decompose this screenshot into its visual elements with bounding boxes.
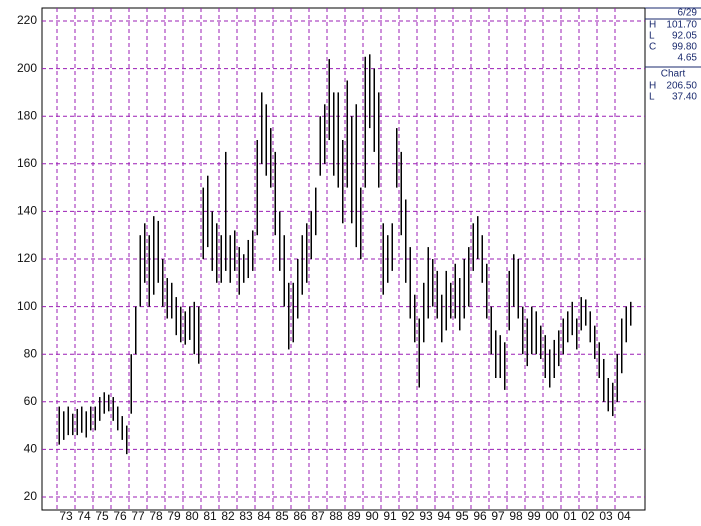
- y-tick-label: 40: [24, 442, 38, 456]
- x-tick-label: 77: [131, 509, 145, 523]
- info-panel: 6/29 Chart H 101.70 L 92.05 C 99.804.65 H 206.5…: [645, 7, 701, 103]
- x-tick-label: 92: [401, 509, 415, 523]
- x-tick-label: 87: [311, 509, 325, 523]
- x-tick-label: 89: [347, 509, 361, 523]
- x-tick-label: 00: [545, 509, 559, 523]
- x-tick-label: 94: [437, 509, 451, 523]
- x-tick-label: 73: [59, 509, 73, 523]
- y-tick-label: 20: [24, 489, 38, 503]
- x-tick-label: 79: [167, 509, 181, 523]
- panel-label: H: [649, 81, 656, 92]
- y-tick-label: 180: [17, 108, 37, 122]
- x-tick-label: 84: [257, 509, 271, 523]
- y-tick-label: 120: [17, 251, 37, 265]
- y-tick-label: 220: [17, 13, 37, 27]
- panel-label: H: [649, 20, 656, 31]
- x-tick-label: 03: [599, 509, 613, 523]
- x-tick-label: 96: [473, 509, 487, 523]
- x-tick-label: 91: [383, 509, 397, 523]
- x-tick-label: 98: [509, 509, 523, 523]
- x-tick-label: 76: [113, 509, 127, 523]
- x-tick-label: 01: [563, 509, 577, 523]
- panel-label: L: [649, 31, 655, 42]
- panel-value: 99.80: [672, 42, 697, 53]
- x-tick-label: 82: [221, 509, 235, 523]
- y-tick-label: 200: [17, 61, 37, 75]
- x-tick-label: 99: [527, 509, 541, 523]
- panel-label: L: [649, 92, 655, 103]
- y-tick-label: 140: [17, 204, 37, 218]
- panel-value: 206.50: [666, 81, 697, 92]
- x-tick-label: 90: [365, 509, 379, 523]
- x-tick-label: 97: [491, 509, 505, 523]
- x-tick-label: 78: [149, 509, 163, 523]
- x-tick-label: 02: [581, 509, 595, 523]
- panel-chart-title: Chart: [661, 69, 686, 80]
- x-tick-label: 81: [203, 509, 217, 523]
- y-tick-label: 80: [24, 346, 38, 360]
- y-tick-label: 60: [24, 394, 38, 408]
- x-tick-label: 74: [77, 509, 91, 523]
- x-tick-label: 86: [293, 509, 307, 523]
- x-tick-label: 83: [239, 509, 253, 523]
- x-tick-label: 04: [617, 509, 631, 523]
- x-tick-label: 88: [329, 509, 343, 523]
- panel-label: C: [649, 42, 656, 53]
- panel-value: 92.05: [672, 31, 697, 42]
- x-tick-label: 95: [455, 509, 469, 523]
- panel-value: 101.70: [666, 20, 697, 31]
- y-tick-label: 160: [17, 156, 37, 170]
- panel-date: 6/29: [678, 8, 698, 19]
- x-tick-label: 93: [419, 509, 433, 523]
- x-tick-label: 75: [95, 509, 109, 523]
- x-tick-label: 85: [275, 509, 289, 523]
- panel-value: 4.65: [678, 53, 698, 64]
- panel-value: 37.40: [672, 92, 697, 103]
- y-tick-label: 100: [17, 299, 37, 313]
- x-tick-label: 80: [185, 509, 199, 523]
